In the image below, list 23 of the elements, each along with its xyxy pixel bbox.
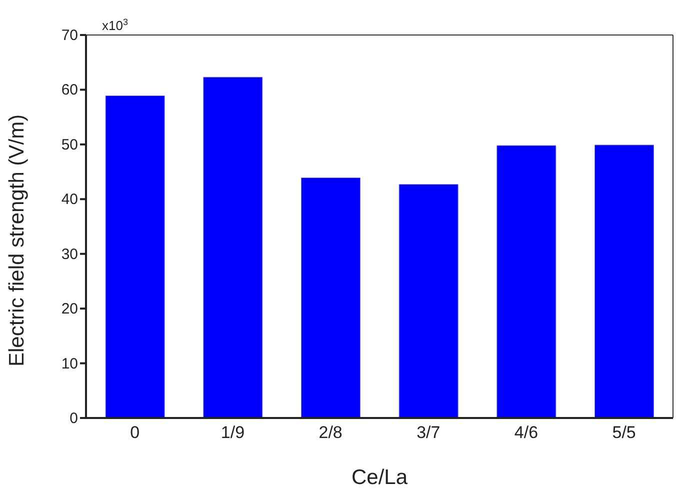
text: x10$^{3}$: [102, 17, 128, 33]
x-axis-title: Ce/La: [351, 466, 408, 489]
x-tick-label: 1/9: [220, 423, 245, 442]
x-tick-label: 4/6: [514, 423, 538, 442]
bar: [300, 178, 360, 418]
bar: [203, 76, 263, 418]
y-tick-label: 50: [61, 136, 78, 154]
y-tick-label: 0: [70, 410, 78, 427]
x-tick-label: 5/5: [612, 423, 636, 442]
bar: [105, 95, 165, 418]
y-axis-title: Electric field strength (V/m): [5, 114, 28, 366]
x-tick-label: 0: [130, 423, 140, 442]
bar: [398, 184, 458, 418]
y-tick-label: 20: [61, 300, 78, 318]
y-tick-label: 40: [61, 191, 78, 208]
y-tick-label: 30: [61, 246, 78, 263]
y-tick-label: 60: [61, 82, 78, 99]
x-tick-label: 2/8: [318, 423, 342, 442]
y-tick-label: 70: [61, 27, 78, 44]
x-tick-label: 3/7: [416, 423, 440, 442]
bar: [496, 145, 556, 418]
bar: [594, 144, 654, 418]
y-tick-label: 10: [61, 355, 78, 372]
